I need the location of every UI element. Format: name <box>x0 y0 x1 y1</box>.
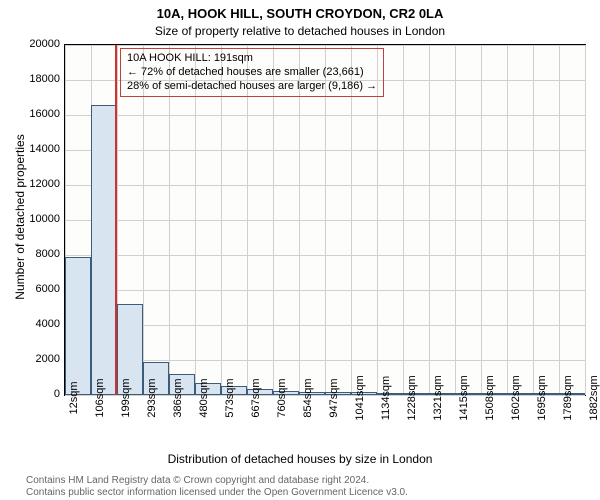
y-tick-label: 0 <box>10 388 60 400</box>
x-tick-label: 1228sqm <box>406 375 418 420</box>
x-tick-label: 947sqm <box>328 378 340 417</box>
y-tick-label: 16000 <box>10 108 60 120</box>
x-tick-label: 1789sqm <box>562 375 574 420</box>
gridline-v <box>143 45 144 395</box>
gridline-v <box>481 45 482 395</box>
x-tick-label: 1415sqm <box>458 375 470 420</box>
y-tick-label: 2000 <box>10 353 60 365</box>
gridline-v <box>325 45 326 395</box>
y-tick-label: 8000 <box>10 248 60 260</box>
footer-line-1: Contains HM Land Registry data © Crown c… <box>26 475 369 486</box>
x-tick-label: 1041sqm <box>354 375 366 420</box>
footer-line-2: Contains public sector information licen… <box>26 487 408 498</box>
gridline-v <box>195 45 196 395</box>
callout-line-3: 28% of semi-detached houses are larger (… <box>127 80 377 94</box>
x-tick-label: 1134sqm <box>380 376 392 420</box>
x-tick-label: 480sqm <box>198 378 210 417</box>
x-tick-label: 573sqm <box>224 378 236 417</box>
callout-line-2: ← 72% of detached houses are smaller (23… <box>127 66 377 80</box>
x-tick-label: 106sqm <box>94 378 106 417</box>
gridline-v <box>455 45 456 395</box>
property-marker-line <box>115 45 117 395</box>
x-tick-label: 199sqm <box>120 378 132 417</box>
gridline-v <box>169 45 170 395</box>
gridline-v <box>559 45 560 395</box>
x-tick-label: 854sqm <box>302 378 314 417</box>
gridline-v <box>585 45 586 395</box>
callout-line-1: 10A HOOK HILL: 191sqm <box>127 52 377 66</box>
x-tick-label: 386sqm <box>172 378 184 417</box>
gridline-v <box>429 45 430 395</box>
gridline-h <box>65 395 585 396</box>
x-tick-label: 667sqm <box>250 378 262 417</box>
x-tick-label: 12sqm <box>68 381 80 414</box>
y-tick-label: 6000 <box>10 283 60 295</box>
y-tick-label: 18000 <box>10 73 60 85</box>
y-tick-label: 10000 <box>10 213 60 225</box>
x-tick-label: 1882sqm <box>588 375 600 420</box>
histogram-bar <box>91 105 117 396</box>
property-callout: 10A HOOK HILL: 191sqm ← 72% of detached … <box>120 48 384 97</box>
y-tick-label: 4000 <box>10 318 60 330</box>
gridline-v <box>351 45 352 395</box>
y-tick-label: 20000 <box>10 38 60 50</box>
x-tick-label: 1695sqm <box>536 375 548 420</box>
x-tick-label: 760sqm <box>276 378 288 417</box>
chart-title: 10A, HOOK HILL, SOUTH CROYDON, CR2 0LA <box>0 6 600 21</box>
y-tick-label: 14000 <box>10 143 60 155</box>
gridline-v <box>221 45 222 395</box>
x-tick-label: 1508sqm <box>484 375 496 420</box>
histogram-bar <box>65 257 91 395</box>
x-axis-label: Distribution of detached houses by size … <box>0 452 600 466</box>
chart-subtitle: Size of property relative to detached ho… <box>0 24 600 38</box>
gridline-v <box>299 45 300 395</box>
gridline-v <box>403 45 404 395</box>
gridline-v <box>247 45 248 395</box>
x-tick-label: 1602sqm <box>510 375 522 420</box>
gridline-v <box>377 45 378 395</box>
gridline-v <box>533 45 534 395</box>
gridline-v <box>507 45 508 395</box>
gridline-v <box>273 45 274 395</box>
x-tick-label: 293sqm <box>146 378 158 417</box>
y-tick-label: 12000 <box>10 178 60 190</box>
x-tick-label: 1321sqm <box>432 375 444 420</box>
